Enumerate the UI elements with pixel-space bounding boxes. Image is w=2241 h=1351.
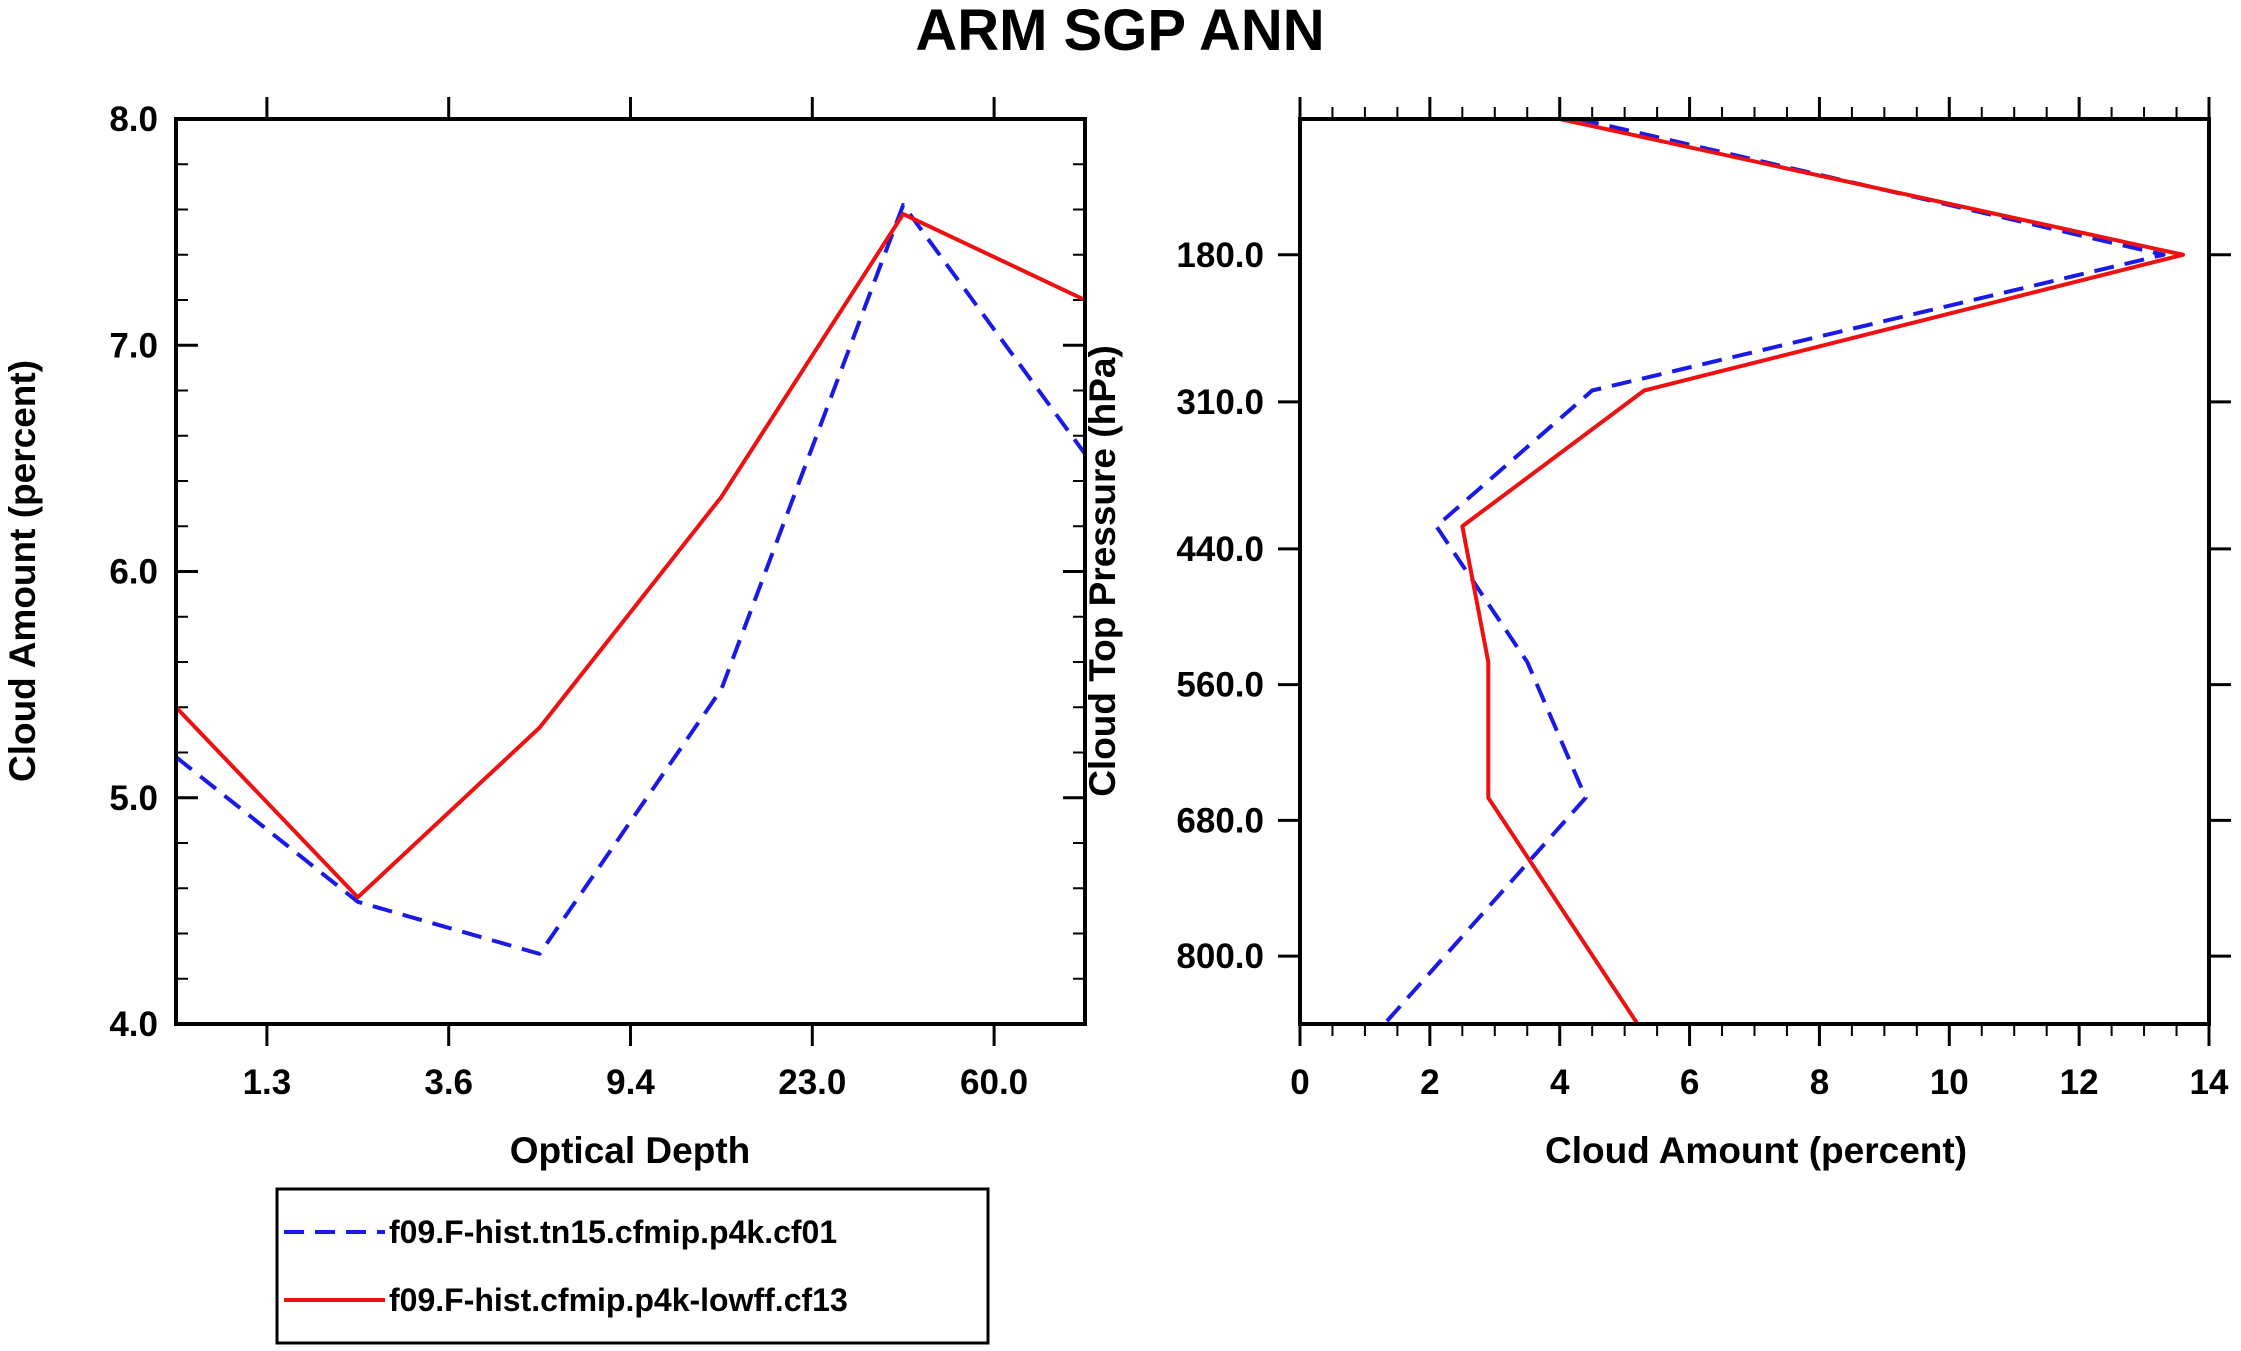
left-x-tick-label: 3.6 — [424, 1063, 473, 1102]
right-x-tick-label: 14 — [2190, 1063, 2229, 1102]
left-y-tick-label: 4.0 — [109, 1005, 158, 1044]
legend-box — [275, 1187, 990, 1345]
left-y-axis-label: Cloud Amount (percent) — [2, 360, 43, 782]
right-x-tick-label: 2 — [1420, 1063, 1439, 1102]
right-x-tick-label: 0 — [1290, 1063, 1309, 1102]
right-series-line-0 — [1382, 117, 2166, 1026]
right-y-tick-label: 440.0 — [1176, 530, 1264, 569]
right-x-tick-label: 12 — [2060, 1063, 2099, 1102]
legend-label-cf01: f09.F-hist.tn15.cfmip.p4k.cf01 — [389, 1214, 837, 1250]
left-plot-frame — [174, 117, 1087, 1026]
left-series-line-1 — [174, 212, 1086, 900]
left-x-tick-label: 23.0 — [778, 1063, 846, 1102]
legend-label-cf13: f09.F-hist.cfmip.p4k-lowff.cf13 — [389, 1282, 848, 1318]
right-plot-frame — [1298, 117, 2211, 1026]
right-y-tick-label: 310.0 — [1176, 383, 1264, 422]
left-axis-ticks: 4.0 5.0 6.0 7.0 8.0 1.3 3.6 9.4 23.0 60.0 — [109, 97, 1085, 1102]
right-x-tick-label: 10 — [1930, 1063, 1969, 1102]
right-y-tick-label: 180.0 — [1176, 236, 1264, 275]
chart-title: ARM SGP ANN — [915, 0, 1324, 63]
right-x-tick-label: 4 — [1550, 1063, 1570, 1102]
left-y-tick-label: 7.0 — [109, 326, 158, 365]
right-y-tick-label: 560.0 — [1176, 666, 1264, 705]
left-x-tick-label: 60.0 — [960, 1063, 1028, 1102]
right-y-tick-label: 800.0 — [1176, 937, 1264, 976]
left-series-lines — [174, 202, 1087, 956]
right-series-line-1 — [1460, 117, 2186, 1026]
right-series-lines — [1382, 117, 2186, 1026]
left-x-tick-label: 9.4 — [606, 1063, 655, 1102]
left-y-tick-label: 6.0 — [109, 553, 158, 592]
left-series-line-0 — [174, 202, 1087, 956]
left-panel-optical-depth: 4.0 5.0 6.0 7.0 8.0 1.3 3.6 9.4 23.0 60.0 Optical… — [2, 97, 1087, 1171]
right-x-tick-label: 8 — [1810, 1063, 1829, 1102]
left-y-tick-label: 8.0 — [109, 100, 158, 139]
right-axis-ticks: 0 2 4 6 8 10 12 14 180.0 310.0 440.0 560.0 680.0 800.… — [1176, 97, 2231, 1102]
legend: f09.F-hist.tn15.cfmip.p4k.cf01 f09.F-his… — [275, 1187, 990, 1345]
left-x-tick-label: 1.3 — [243, 1063, 292, 1102]
right-x-axis-label: Cloud Amount (percent) — [1545, 1130, 1967, 1171]
right-x-tick-label: 6 — [1680, 1063, 1699, 1102]
right-panel-pressure: 0 2 4 6 8 10 12 14 180.0 310.0 440.0 560.0 680.0 800.… — [1082, 97, 2231, 1171]
right-y-axis-label: Cloud Top Pressure (hPa) — [1082, 345, 1123, 797]
left-x-axis-label: Optical Depth — [510, 1130, 751, 1171]
left-y-tick-label: 5.0 — [109, 779, 158, 818]
right-y-tick-label: 680.0 — [1176, 801, 1264, 840]
